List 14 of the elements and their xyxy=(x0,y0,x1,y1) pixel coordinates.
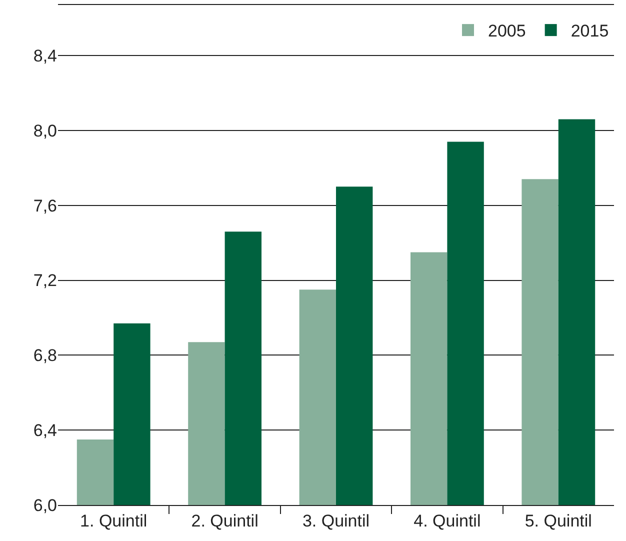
legend-label: 2005 xyxy=(488,22,526,41)
y-tick-label: 8,4 xyxy=(33,46,57,66)
y-tick-label: 8,0 xyxy=(33,121,57,140)
legend-label: 2015 xyxy=(570,22,609,41)
y-tick-label: 6,4 xyxy=(33,421,57,440)
y-tick-label: 7,6 xyxy=(33,196,57,216)
x-tick-label: 2. Quintil xyxy=(191,511,258,530)
y-tick-label: 6,0 xyxy=(33,496,57,515)
x-tick-label: 3. Quintil xyxy=(302,511,370,530)
x-tick-label: 1. Quintil xyxy=(80,511,148,530)
x-tick-label: 4. Quintil xyxy=(414,511,481,530)
y-tick-label: 7,2 xyxy=(33,271,57,290)
x-tick-label: 5. Quintil xyxy=(524,511,592,530)
y-tick-label: 6,8 xyxy=(33,346,57,366)
